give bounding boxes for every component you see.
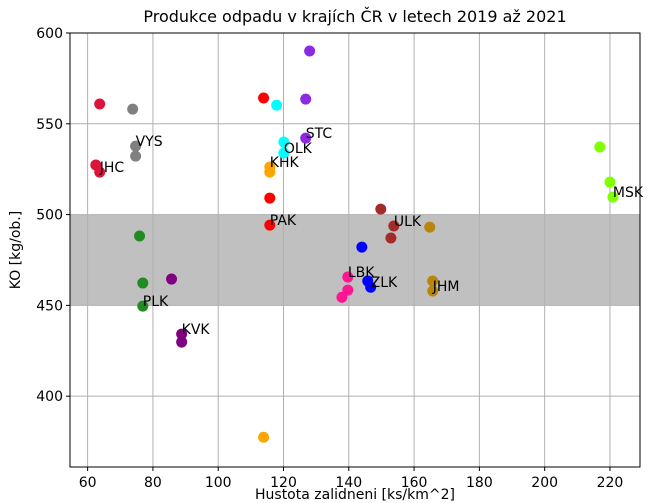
y-tick-label: 400: [36, 389, 63, 405]
y-axis-label: KO [kg/ob.]: [8, 211, 24, 289]
point: [258, 431, 270, 443]
point: [278, 147, 290, 159]
x-tick-label: 80: [144, 475, 162, 491]
point-label: PLK: [143, 294, 169, 310]
point: [607, 191, 619, 203]
point: [264, 192, 276, 204]
y-tick-label: 500: [36, 208, 63, 224]
point: [137, 277, 149, 289]
point: [594, 141, 606, 153]
x-tick-label: 160: [401, 475, 428, 491]
point: [271, 99, 283, 111]
point: [300, 93, 312, 105]
point-label: KHK: [270, 155, 300, 171]
point-label: ZLK: [371, 275, 398, 291]
point-label: ULK: [394, 214, 422, 230]
point-label: MSK: [613, 185, 644, 201]
point: [304, 45, 316, 57]
point-label: VYS: [136, 134, 163, 150]
point: [604, 176, 616, 188]
point: [166, 273, 178, 285]
y-tick-label: 450: [36, 298, 63, 314]
point: [94, 166, 106, 178]
point: [264, 219, 276, 231]
x-tick-label: 140: [335, 475, 362, 491]
x-tick-label: 220: [597, 475, 624, 491]
x-tick-label: 180: [466, 475, 493, 491]
point-label: OLK: [284, 141, 313, 157]
x-tick-label: 100: [205, 475, 232, 491]
point: [427, 275, 439, 287]
point: [176, 328, 188, 340]
x-axis-label: Hustota zalidneni [ks/km^2]: [255, 487, 455, 503]
point: [278, 136, 290, 148]
point-label: JHM: [432, 279, 460, 295]
point: [424, 221, 436, 233]
x-tick-label: 200: [531, 475, 558, 491]
point-label: JHC: [99, 160, 125, 176]
point: [385, 232, 397, 244]
x-tick-label: 120: [270, 475, 297, 491]
point: [130, 150, 142, 162]
plot-frame: [69, 32, 641, 468]
chart-title: Produkce odpadu v krajích ČR v letech 20…: [143, 7, 566, 26]
x-tick-label: 60: [79, 475, 97, 491]
point-label: KVK: [182, 322, 211, 338]
point: [94, 98, 106, 110]
point: [365, 281, 377, 293]
point: [127, 103, 139, 115]
point: [300, 132, 312, 144]
point: [134, 230, 146, 242]
point: [342, 271, 354, 283]
point: [137, 300, 149, 312]
point: [130, 140, 142, 152]
point-label: PAK: [270, 213, 297, 229]
point: [375, 203, 387, 215]
point: [336, 291, 348, 303]
point: [427, 285, 439, 297]
shaded-band: [70, 214, 640, 306]
point-label: STC: [306, 126, 333, 142]
y-tick-label: 550: [36, 117, 63, 133]
point: [356, 241, 368, 253]
point: [258, 92, 270, 104]
point-label: LBK: [348, 265, 375, 281]
y-tick-label: 600: [36, 26, 63, 42]
point: [388, 220, 400, 232]
point: [264, 161, 276, 173]
point: [176, 336, 188, 348]
